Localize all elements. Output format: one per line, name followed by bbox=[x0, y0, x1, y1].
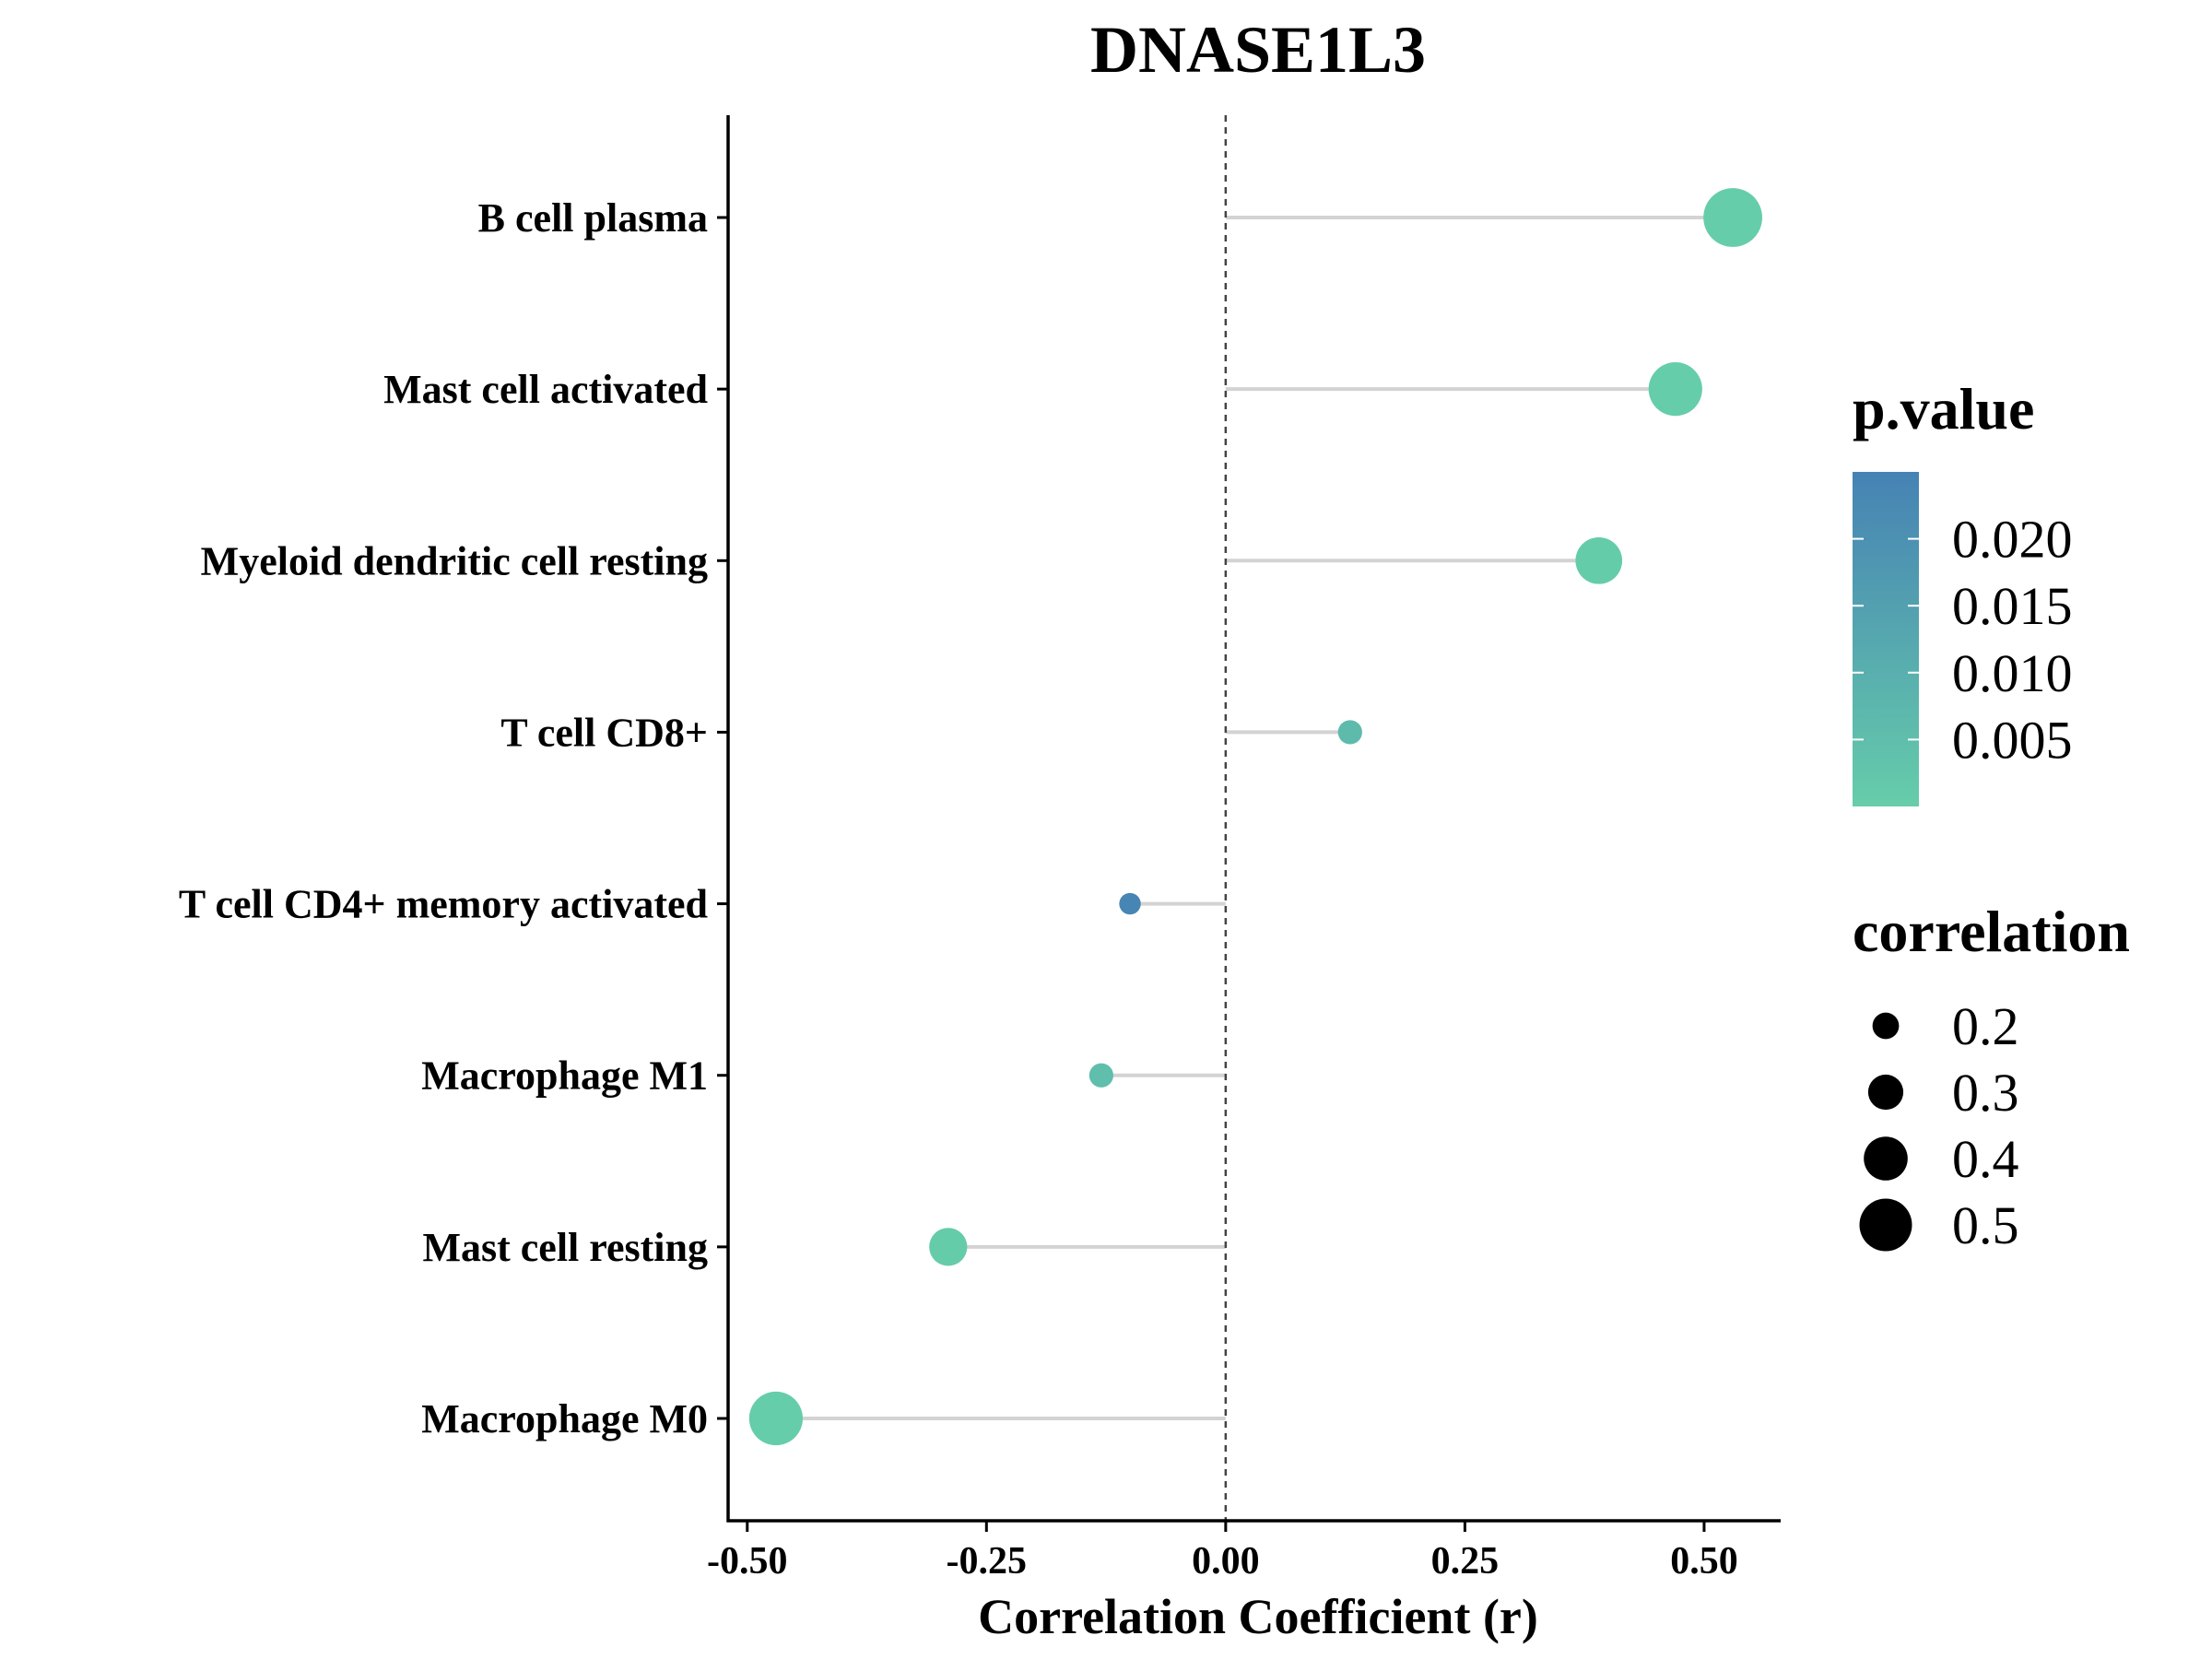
size-legend-dot bbox=[1864, 1136, 1908, 1181]
x-tick-label: 0.50 bbox=[1670, 1540, 1738, 1583]
data-point bbox=[1648, 362, 1702, 417]
size-legend-title: correlation bbox=[1853, 899, 2130, 964]
y-tick-label: Mast cell activated bbox=[383, 367, 708, 412]
y-tick-label: Macrophage M1 bbox=[421, 1053, 708, 1099]
size-legend-label: 0.2 bbox=[1952, 996, 2019, 1056]
size-legend-label: 0.4 bbox=[1952, 1129, 2019, 1189]
color-legend-title: p.value bbox=[1853, 376, 2034, 441]
data-point bbox=[1088, 1063, 1114, 1088]
data-point bbox=[1575, 536, 1623, 584]
color-legend-label: 0.010 bbox=[1952, 643, 2073, 703]
size-legend-dot bbox=[1867, 1074, 1904, 1111]
color-legend-bar bbox=[1853, 472, 1919, 806]
y-tick-label: T cell CD4+ memory activated bbox=[179, 882, 708, 927]
chart-title: DNASE1L3 bbox=[1090, 13, 1426, 87]
size-legend-dot bbox=[1872, 1012, 1900, 1040]
y-tick-label: Macrophage M0 bbox=[421, 1396, 708, 1441]
x-tick-label: -0.50 bbox=[707, 1540, 788, 1583]
x-tick-label: -0.25 bbox=[947, 1540, 1028, 1583]
color-legend-label: 0.015 bbox=[1952, 576, 2073, 636]
data-point bbox=[1703, 188, 1763, 247]
data-point bbox=[1119, 892, 1141, 915]
y-tick-label: Mast cell resting bbox=[422, 1225, 708, 1270]
size-legend-label: 0.3 bbox=[1952, 1063, 2019, 1123]
x-tick-label: 0.00 bbox=[1192, 1540, 1260, 1583]
size-legend-label: 0.5 bbox=[1952, 1195, 2019, 1255]
x-axis-label: Correlation Coefficient (r) bbox=[978, 1589, 1538, 1644]
y-tick-label: B cell plasma bbox=[478, 195, 708, 241]
y-tick-label: Myeloid dendritic cell resting bbox=[201, 538, 708, 583]
color-legend-label: 0.020 bbox=[1952, 510, 2073, 570]
plot-area: B cell plasma Mast cell activated Myeloid … bbox=[179, 115, 1781, 1583]
data-point bbox=[748, 1391, 803, 1446]
data-point bbox=[929, 1228, 968, 1266]
data-point bbox=[1337, 720, 1362, 745]
size-legend: correlation 0.2 0.30.40.5 bbox=[1853, 899, 2130, 1255]
size-legend-dot bbox=[1859, 1198, 1912, 1252]
x-tick-label: 0.25 bbox=[1431, 1540, 1500, 1583]
color-legend-label: 0.005 bbox=[1952, 710, 2073, 770]
y-tick-label: T cell CD8+ bbox=[500, 710, 708, 755]
